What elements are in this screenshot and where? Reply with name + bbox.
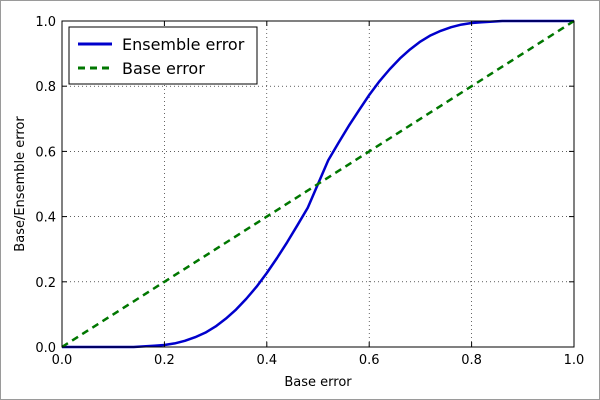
legend-box [68,26,258,85]
x-tick-label: 0.0 [52,353,73,368]
x-tick-label: 0.2 [154,353,175,368]
y-tick-label: 1.0 [35,15,56,30]
x-axis-label: Base error [284,375,352,390]
y-axis-label: Base/Ensemble error [13,116,28,252]
x-tick-label: 0.8 [461,353,482,368]
legend-label-base-error: Base error [122,59,205,78]
y-tick-label: 0.6 [35,145,56,160]
series-layer [61,19,575,349]
y-tick-label: 0.8 [35,80,56,95]
plot-area-border [61,20,575,348]
legend-label-ensemble-error: Ensemble error [122,35,245,54]
grid-lines [62,21,574,347]
series-line-base-error [61,19,575,349]
x-tick-label: 0.6 [359,353,380,368]
legend: Ensemble error Base error [68,26,258,85]
y-tick-label: 0.0 [35,341,56,356]
x-tick-label: 1.0 [564,353,585,368]
x-tick-label: 0.4 [256,353,277,368]
axis-ticks: 0.0 0.2 0.4 0.6 0.8 1.0 0.0 0.2 0.4 0.6 0.8 1.0 [35,15,584,368]
y-tick-label: 0.2 [35,276,56,291]
y-tick-label: 0.4 [35,211,56,226]
